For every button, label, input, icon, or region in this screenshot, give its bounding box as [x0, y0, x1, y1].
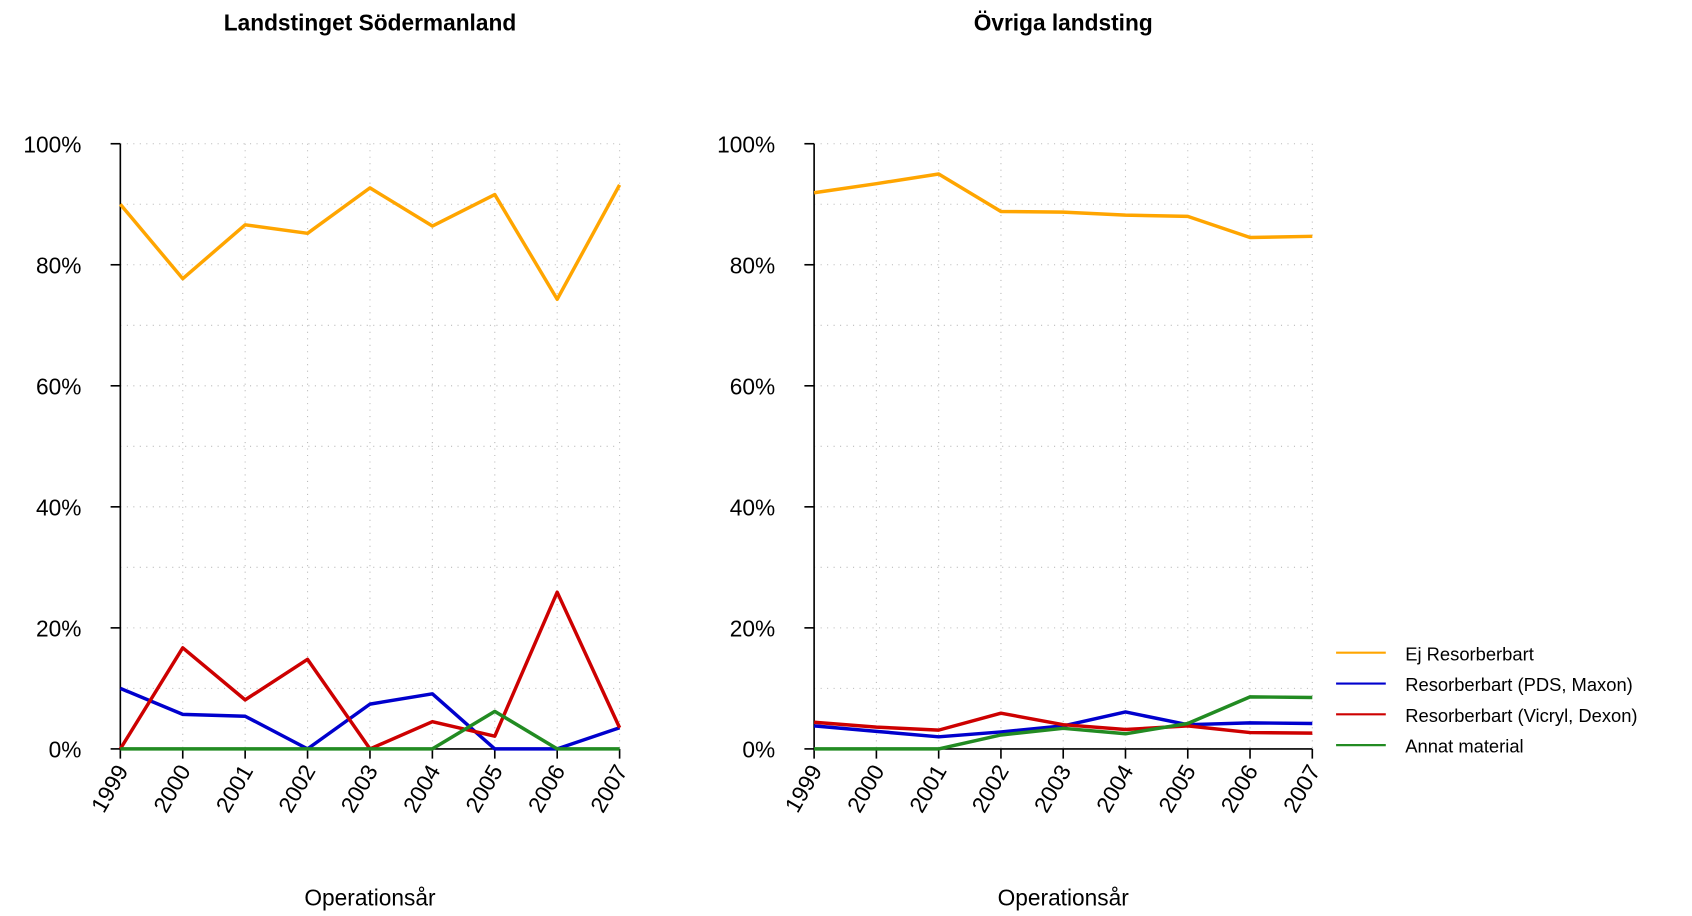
x-tick-label: 2001: [904, 760, 952, 817]
y-tick-label: 60%: [730, 373, 775, 399]
legend-label: Resorberbart (Vicryl, Dexon): [1405, 705, 1637, 726]
legend-label: Resorberbart (PDS, Maxon): [1405, 674, 1633, 695]
series-line: [813, 172, 1313, 240]
x-tick-label: 2007: [585, 760, 633, 817]
x-tick-label: 1999: [779, 760, 827, 817]
series-line: [814, 695, 1313, 751]
series-line: [118, 590, 622, 751]
x-axis-label: Operationsår: [998, 885, 1130, 911]
x-tick-label: 2004: [1091, 760, 1139, 817]
y-tick-label: 0%: [49, 737, 82, 763]
legend-label: Ej Resorberbart: [1405, 643, 1534, 664]
x-tick-label: 2005: [1153, 760, 1201, 817]
y-tick-label: 100%: [23, 131, 81, 157]
series-line: [119, 686, 621, 751]
x-tick-label: 2006: [1215, 760, 1263, 817]
series-line: [119, 184, 622, 301]
x-tick-label: 2002: [273, 760, 321, 817]
x-tick-label: 2003: [335, 760, 383, 817]
series-line: [813, 711, 1313, 735]
x-tick-label: 2000: [842, 760, 890, 817]
x-tick-label: 2004: [398, 760, 446, 817]
y-tick-label: 100%: [717, 131, 775, 157]
y-tick-label: 80%: [730, 252, 775, 278]
y-tick-label: 60%: [36, 373, 81, 399]
y-tick-label: 20%: [730, 616, 775, 642]
x-tick-label: 2002: [966, 760, 1014, 817]
series-line: [120, 709, 620, 751]
x-axis-label: Operationsår: [304, 885, 436, 911]
x-tick-label: 2000: [148, 760, 196, 817]
x-tick-label: 2001: [210, 760, 258, 817]
x-tick-label: 2006: [522, 760, 570, 817]
y-tick-label: 80%: [36, 252, 81, 278]
chart-title: Landstinget Södermanland: [224, 9, 516, 35]
y-tick-label: 40%: [730, 494, 775, 520]
y-tick-label: 0%: [742, 737, 775, 763]
x-tick-label: 2005: [460, 760, 508, 817]
y-tick-label: 20%: [36, 616, 81, 642]
x-tick-label: 2003: [1028, 760, 1076, 817]
y-tick-label: 40%: [36, 494, 81, 520]
x-tick-label: 1999: [86, 760, 134, 817]
chart-title: Övriga landsting: [974, 9, 1153, 35]
legend-label: Annat material: [1405, 736, 1523, 757]
x-tick-label: 2007: [1278, 760, 1326, 817]
